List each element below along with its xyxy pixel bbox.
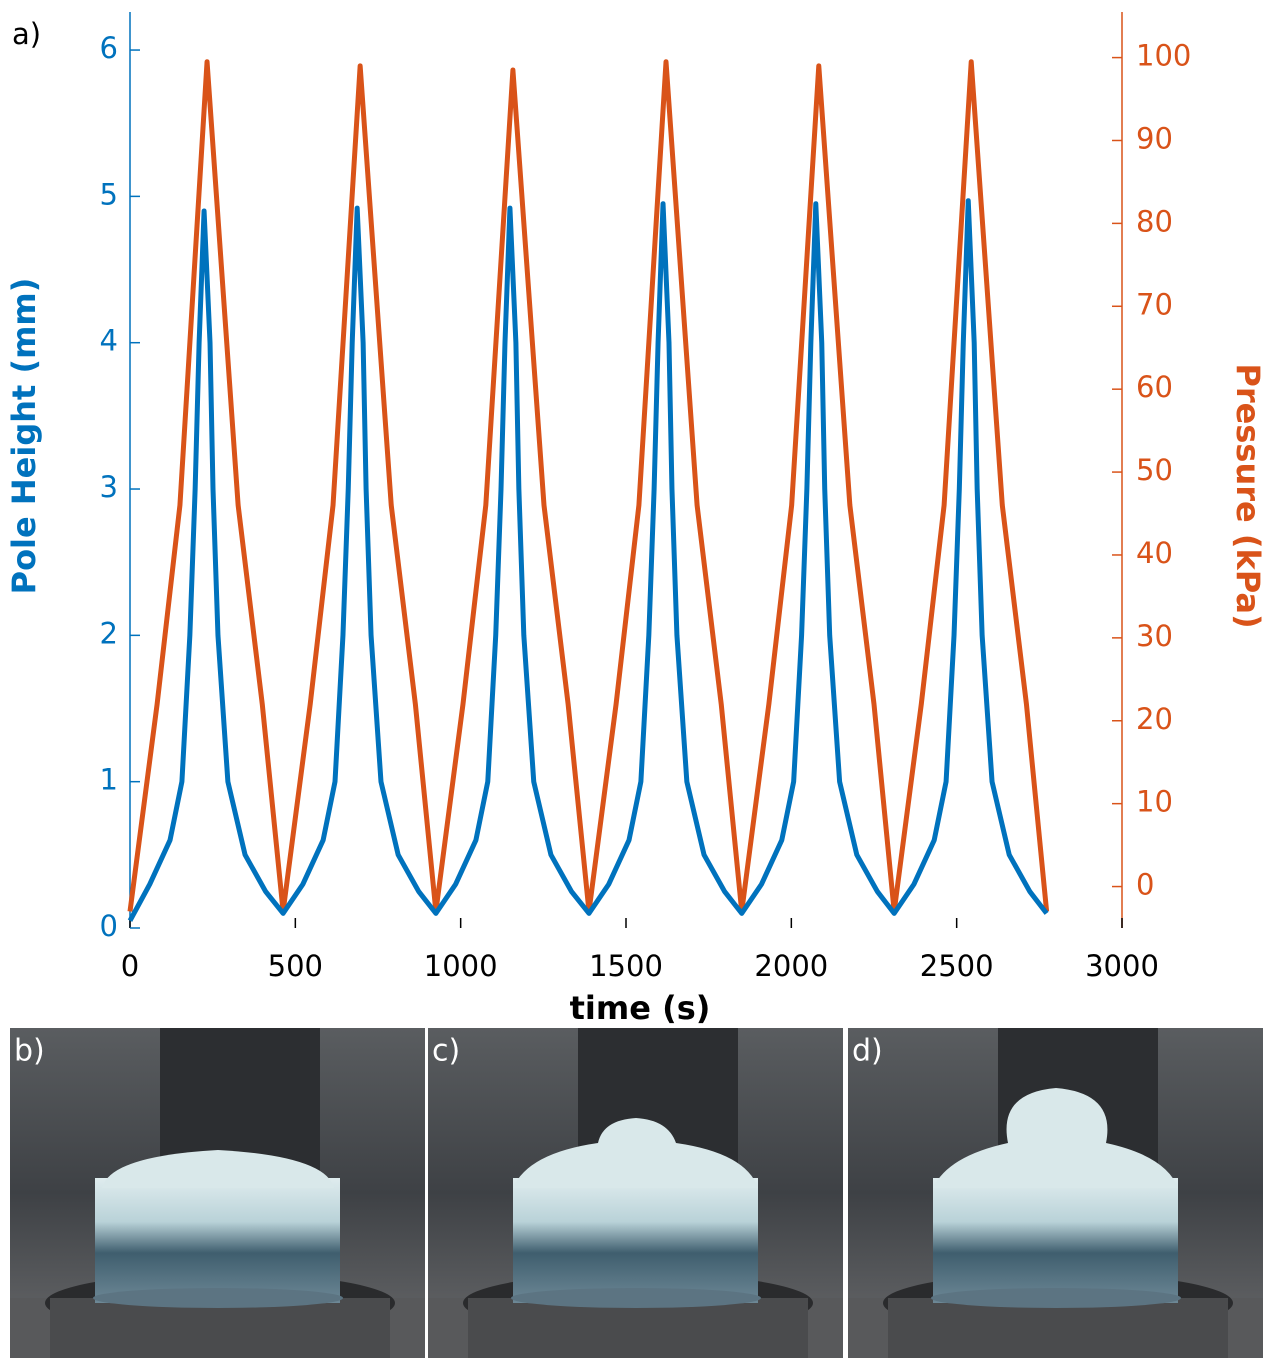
photo-label: b) [14, 1034, 45, 1069]
y2-tick-label: 40 [1136, 536, 1173, 570]
panel-label: a) [12, 17, 41, 51]
x-tick-label: 1000 [424, 949, 498, 983]
y-tick-label: 0 [100, 909, 118, 943]
y-tick-label: 1 [100, 763, 118, 797]
y-tick-label: 3 [100, 470, 118, 504]
photo-row: b) c) d) [10, 1028, 1263, 1358]
y-tick-label: 5 [100, 177, 118, 211]
y-axis-title: Pole Height (mm) [5, 278, 43, 595]
photo-label: c) [432, 1034, 460, 1069]
y2-tick-label: 100 [1136, 39, 1191, 73]
y2-tick-label: 60 [1136, 370, 1173, 404]
y-tick-label: 2 [100, 616, 118, 650]
y-tick-label: 4 [100, 324, 118, 358]
y-tick-label: 6 [100, 31, 118, 65]
y2-tick-label: 0 [1136, 868, 1154, 902]
y2-axis-title: Pressure (kPa) [1229, 363, 1267, 628]
x-tick-label: 3000 [1085, 949, 1159, 983]
photo: d) [848, 1028, 1263, 1358]
photo-label: d) [852, 1034, 883, 1069]
x-tick-label: 2000 [754, 949, 828, 983]
x-tick-label: 500 [268, 949, 323, 983]
data-line [127, 59, 1050, 914]
x-axis-title: time (s) [570, 989, 711, 1027]
x-tick-label: 1500 [589, 949, 663, 983]
y2-tick-label: 20 [1136, 702, 1173, 736]
y2-tick-label: 70 [1136, 287, 1173, 321]
photo: b) [10, 1028, 425, 1358]
y2-tick-label: 10 [1136, 785, 1173, 819]
y2-tick-label: 80 [1136, 204, 1173, 238]
photo: c) [428, 1028, 843, 1358]
y2-tick-label: 90 [1136, 121, 1173, 155]
y2-tick-label: 30 [1136, 619, 1173, 653]
x-tick-label: 2500 [920, 949, 994, 983]
x-tick-label: 0 [121, 949, 139, 983]
y2-tick-label: 50 [1136, 453, 1173, 487]
data-line [127, 198, 1049, 922]
